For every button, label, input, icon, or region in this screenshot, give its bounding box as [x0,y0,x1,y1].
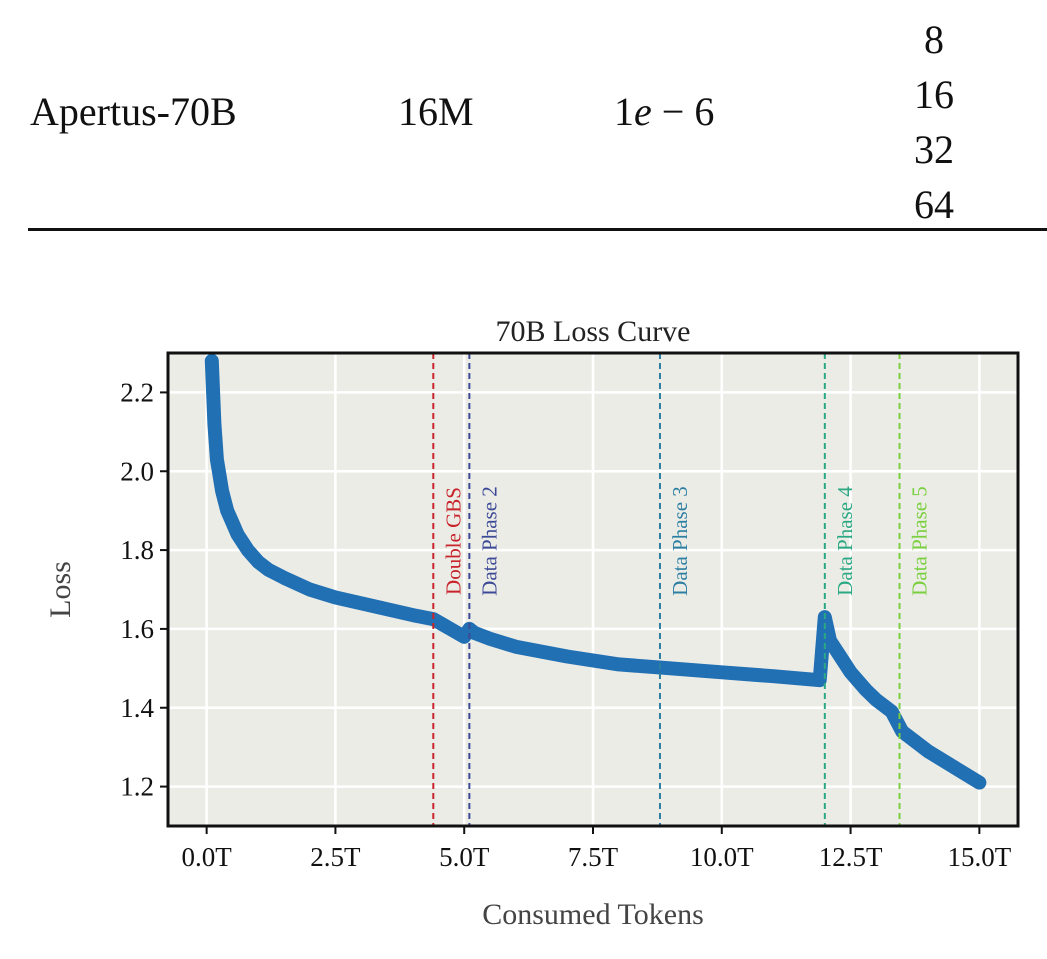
table-bottom-rule [28,228,1047,231]
y-tick-label: 2.2 [120,377,154,407]
hyperparameter-table-row: Apertus-70B 16M 1e − 6 8 16 32 64 [0,0,1047,232]
stack-value: 32 [914,127,954,172]
y-tick-label: 1.2 [120,772,154,802]
x-tick-label: 7.5T [568,842,619,872]
y-tick-label: 1.8 [120,535,154,565]
phase-marker-label: Data Phase 4 [833,486,857,596]
value-stack-cell: 8 16 32 64 [908,12,960,232]
chart-title: 70B Loss Curve [496,315,691,348]
model-name-cell: Apertus-70B [30,89,237,134]
lr-mantissa: 1 [614,89,634,134]
x-tick-label: 2.5T [310,842,361,872]
x-tick-label: 10.0T [690,842,754,872]
phase-marker-label: Double GBS [441,487,465,595]
lr-exponent: − 6 [651,89,715,134]
x-tick-label: 0.0T [182,842,233,872]
x-axis-label: Consumed Tokens [482,898,704,931]
loss-curve-chart: Double GBS Data Phase 2 Data Phase 3 Data P… [44,315,1020,931]
phase-marker-label: Data Phase 3 [668,486,692,596]
y-tick-label: 1.6 [120,614,154,644]
phase-marker-label: Data Phase 2 [477,486,501,596]
y-tick-label: 2.0 [120,456,154,486]
lr-exponent-symbol: e [634,89,652,134]
stack-value: 16 [914,72,954,117]
x-tick-label: 12.5T [819,842,883,872]
stack-value: 8 [924,17,944,62]
stack-value: 64 [914,182,954,227]
x-tick-label: 5.0T [439,842,490,872]
x-tick-label: 15.0T [947,842,1011,872]
y-axis-label: Loss [44,561,77,618]
y-tick-label: 1.4 [120,693,154,723]
learning-rate-cell: 1e − 6 [614,92,714,132]
tokens-cell: 16M [398,89,474,134]
phase-marker-label: Data Phase 5 [908,486,932,596]
